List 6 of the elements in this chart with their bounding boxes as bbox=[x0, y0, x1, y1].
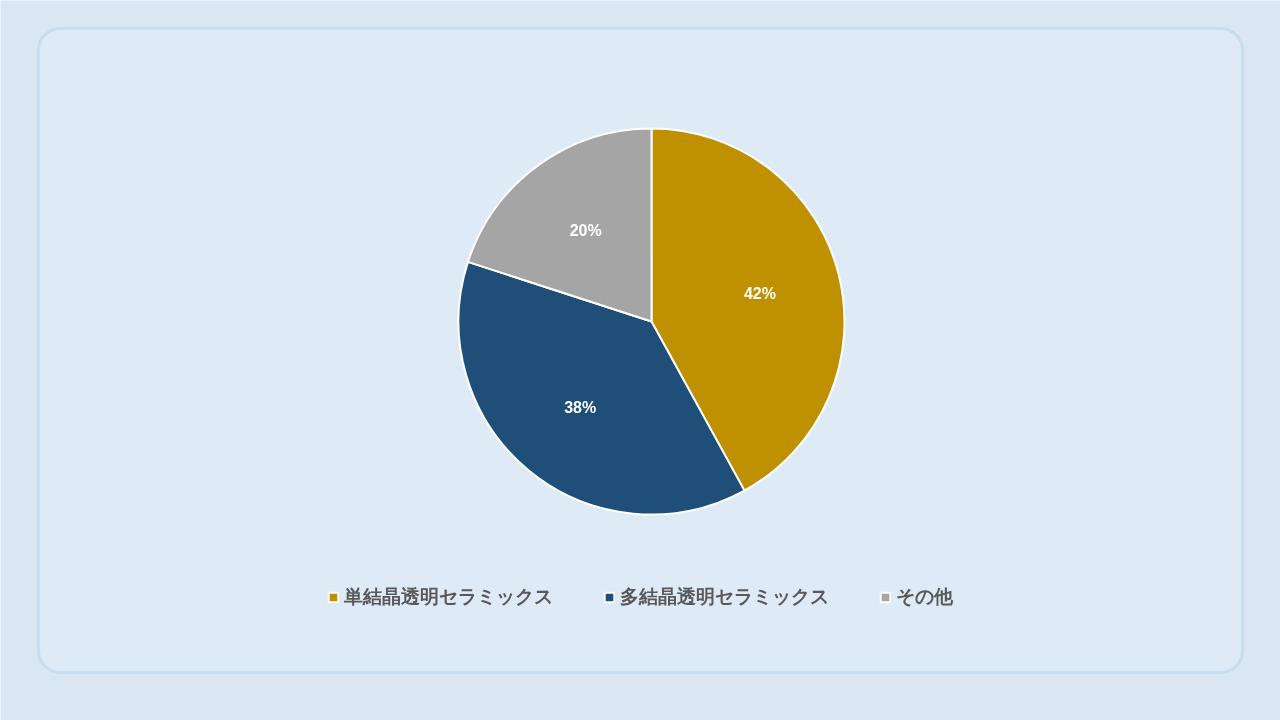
data-label: 42% bbox=[743, 285, 776, 303]
legend-label: 多結晶透明セラミックス bbox=[620, 585, 829, 609]
data-label: 38% bbox=[564, 399, 597, 417]
data-label: 20% bbox=[569, 222, 602, 240]
legend-label: 単結晶透明セラミックス bbox=[344, 585, 553, 609]
legend-label: その他 bbox=[896, 585, 953, 609]
